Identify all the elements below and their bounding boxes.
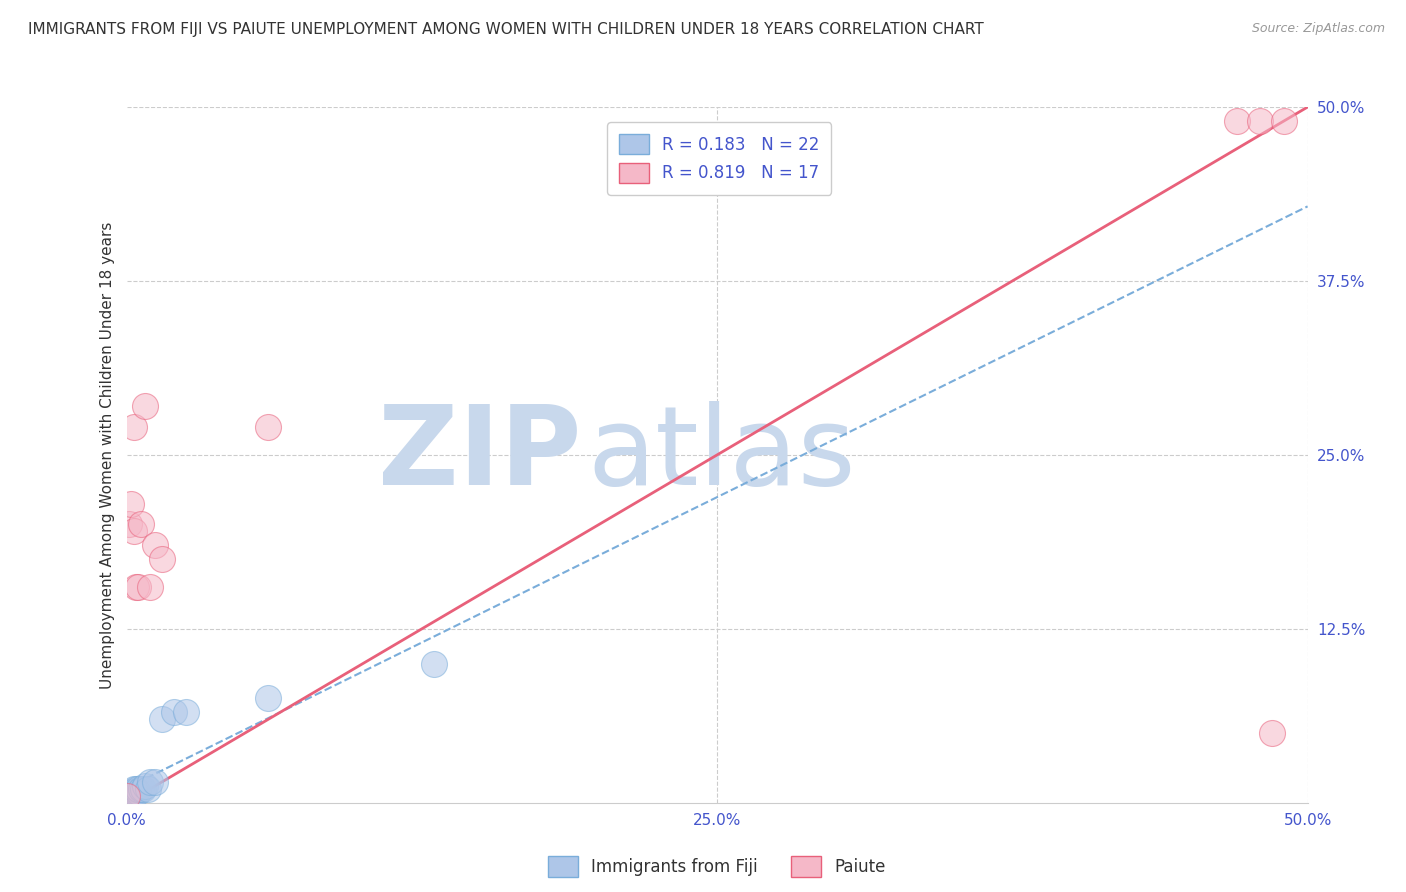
Legend: Immigrants from Fiji, Paiute: Immigrants from Fiji, Paiute bbox=[540, 848, 894, 885]
Point bbox=[122, 420, 145, 434]
Point bbox=[1226, 114, 1249, 128]
Point bbox=[257, 691, 280, 706]
Point bbox=[134, 779, 156, 793]
Point bbox=[125, 781, 148, 796]
Point bbox=[143, 775, 166, 789]
Point bbox=[125, 785, 148, 799]
Point bbox=[174, 706, 197, 720]
Text: ZIP: ZIP bbox=[378, 401, 581, 508]
Point bbox=[118, 791, 141, 805]
Text: Source: ZipAtlas.com: Source: ZipAtlas.com bbox=[1251, 22, 1385, 36]
Point bbox=[143, 538, 166, 552]
Point bbox=[129, 517, 152, 532]
Point bbox=[257, 420, 280, 434]
Y-axis label: Unemployment Among Women with Children Under 18 years: Unemployment Among Women with Children U… bbox=[100, 221, 115, 689]
Point bbox=[120, 785, 142, 799]
Point bbox=[120, 789, 142, 803]
Point bbox=[150, 712, 173, 726]
Point bbox=[150, 552, 173, 566]
Point bbox=[1249, 114, 1271, 128]
Point bbox=[122, 785, 145, 799]
Point bbox=[122, 781, 145, 796]
Point bbox=[125, 580, 148, 594]
Point bbox=[136, 781, 159, 796]
Point bbox=[422, 657, 444, 671]
Point bbox=[115, 789, 138, 803]
Point bbox=[118, 789, 141, 803]
Point bbox=[134, 399, 156, 413]
Point bbox=[139, 775, 162, 789]
Point bbox=[127, 781, 149, 796]
Point bbox=[132, 781, 155, 796]
Point bbox=[120, 497, 142, 511]
Point bbox=[127, 580, 149, 594]
Point bbox=[129, 781, 152, 796]
Point bbox=[1272, 114, 1295, 128]
Point bbox=[115, 794, 138, 808]
Text: IMMIGRANTS FROM FIJI VS PAIUTE UNEMPLOYMENT AMONG WOMEN WITH CHILDREN UNDER 18 Y: IMMIGRANTS FROM FIJI VS PAIUTE UNEMPLOYM… bbox=[28, 22, 984, 37]
Text: atlas: atlas bbox=[588, 401, 856, 508]
Point bbox=[163, 706, 186, 720]
Point bbox=[1261, 726, 1284, 740]
Point bbox=[118, 517, 141, 532]
Point bbox=[139, 580, 162, 594]
Point bbox=[127, 785, 149, 799]
Point bbox=[122, 524, 145, 539]
